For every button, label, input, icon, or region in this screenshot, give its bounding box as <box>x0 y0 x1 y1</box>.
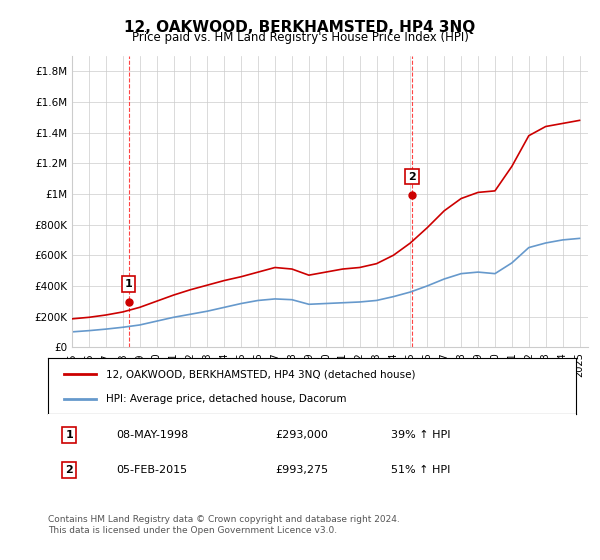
Text: 2: 2 <box>65 465 73 475</box>
Text: 51% ↑ HPI: 51% ↑ HPI <box>391 465 451 475</box>
Text: Contains HM Land Registry data © Crown copyright and database right 2024.
This d: Contains HM Land Registry data © Crown c… <box>48 515 400 535</box>
Text: 12, OAKWOOD, BERKHAMSTED, HP4 3NQ: 12, OAKWOOD, BERKHAMSTED, HP4 3NQ <box>124 20 476 35</box>
Text: Price paid vs. HM Land Registry's House Price Index (HPI): Price paid vs. HM Land Registry's House … <box>131 31 469 44</box>
Text: 39% ↑ HPI: 39% ↑ HPI <box>391 430 451 440</box>
Text: £993,275: £993,275 <box>275 465 328 475</box>
Text: HPI: Average price, detached house, Dacorum: HPI: Average price, detached house, Daco… <box>106 394 347 404</box>
Text: 12, OAKWOOD, BERKHAMSTED, HP4 3NQ (detached house): 12, OAKWOOD, BERKHAMSTED, HP4 3NQ (detac… <box>106 369 416 379</box>
Text: 2: 2 <box>408 171 416 181</box>
Text: 08-MAY-1998: 08-MAY-1998 <box>116 430 189 440</box>
Text: £293,000: £293,000 <box>275 430 328 440</box>
Text: 1: 1 <box>65 430 73 440</box>
Text: 05-FEB-2015: 05-FEB-2015 <box>116 465 188 475</box>
Text: 1: 1 <box>125 279 133 289</box>
